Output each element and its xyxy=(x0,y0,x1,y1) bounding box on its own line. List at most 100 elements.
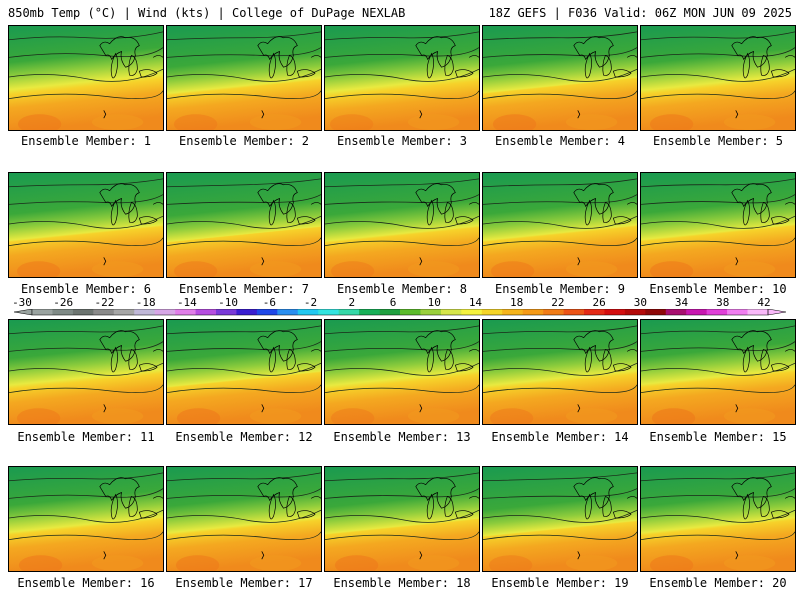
colorbar-swatch xyxy=(461,309,483,315)
colorbar-swatch xyxy=(113,309,135,315)
colorbar-tick-labels: -30 -26 -22 -18 -14 -10 -6 -2 2 6 10 14 18 22 26 30 34 38… xyxy=(0,296,800,310)
colorbar-swatch xyxy=(379,309,401,315)
ensemble-map-panel xyxy=(482,172,638,278)
colorbar-tick-label: 14 xyxy=(468,296,483,309)
ensemble-member-label: Ensemble Member: 18 xyxy=(333,576,471,590)
colorbar-tick-label: -6 xyxy=(262,296,276,309)
ensemble-member-label: Ensemble Member: 16 xyxy=(17,576,155,590)
colorbar-swatch xyxy=(52,309,74,315)
colorbar-swatch xyxy=(420,309,442,315)
colorbar-tick-label: 10 xyxy=(427,296,441,309)
colorbar-swatch xyxy=(563,309,585,315)
colorbar-swatch xyxy=(686,309,707,315)
colorbar-swatch xyxy=(277,309,299,315)
ensemble-map-panel xyxy=(8,319,164,425)
colorbar-tick-label: 34 xyxy=(674,296,689,309)
ensemble-map-panel xyxy=(166,25,322,131)
colorbar-tick-label: -14 xyxy=(176,296,197,309)
colorbar-swatch xyxy=(175,309,196,315)
colorbar-swatch xyxy=(359,309,380,315)
colorbar-tick-label: 2 xyxy=(348,296,356,309)
ensemble-member-label: Ensemble Member: 17 xyxy=(175,576,313,590)
ensemble-map-panel xyxy=(482,466,638,572)
colorbar-tick-label: -10 xyxy=(218,296,239,309)
colorbar-swatch xyxy=(747,309,769,315)
colorbar-tick-label: -2 xyxy=(303,296,318,309)
ensemble-map-panel xyxy=(640,25,796,131)
colorbar-swatch xyxy=(604,309,626,315)
colorbar-swatch xyxy=(32,309,53,315)
temperature-colorbar xyxy=(14,309,786,316)
colorbar-swatch xyxy=(481,309,503,315)
colorbar-swatch xyxy=(154,309,176,315)
colorbar-swatch xyxy=(216,309,237,315)
valid-time: 18Z GEFS | F036 Valid: 06Z MON JUN 09 20… xyxy=(488,6,792,20)
ensemble-member-label: Ensemble Member: 20 xyxy=(649,576,787,590)
ensemble-map-panel xyxy=(8,172,164,278)
colorbar-tick-label: 38 xyxy=(716,296,730,309)
ensemble-member-label: Ensemble Member: 2 xyxy=(178,134,310,148)
colorbar-swatch xyxy=(522,309,544,315)
ensemble-member-label: Ensemble Member: 1 xyxy=(20,134,152,148)
colorbar-swatch xyxy=(195,309,217,315)
ensemble-member-label: Ensemble Member: 4 xyxy=(494,134,626,148)
ensemble-member-label: Ensemble Member: 7 xyxy=(178,282,310,296)
colorbar-swatch xyxy=(543,309,564,315)
colorbar-swatch xyxy=(727,309,748,315)
colorbar-tick-label: 30 xyxy=(633,296,647,309)
ensemble-map-panel xyxy=(166,466,322,572)
ensemble-member-label: Ensemble Member: 11 xyxy=(17,430,155,444)
ensemble-map-panel xyxy=(324,25,480,131)
ensemble-map-panel xyxy=(166,172,322,278)
ensemble-member-label: Ensemble Member: 19 xyxy=(491,576,629,590)
colorbar-tick-label: -18 xyxy=(135,296,156,309)
ensemble-member-label: Ensemble Member: 5 xyxy=(652,134,784,148)
ensemble-map-panel xyxy=(482,25,638,131)
ensemble-member-label: Ensemble Member: 10 xyxy=(649,282,787,296)
ensemble-map-panel xyxy=(324,466,480,572)
colorbar-tick-label: -30 xyxy=(12,296,32,309)
colorbar-swatch xyxy=(440,309,462,315)
colorbar-swatch xyxy=(318,309,339,315)
ensemble-map-panel xyxy=(8,25,164,131)
colorbar-tick-label: 18 xyxy=(510,296,524,309)
ensemble-map-panel xyxy=(640,319,796,425)
colorbar-swatch xyxy=(400,309,421,315)
colorbar-swatch xyxy=(665,309,687,315)
ensemble-member-label: Ensemble Member: 12 xyxy=(175,430,313,444)
colorbar-swatch xyxy=(502,309,523,315)
colorbar-tick-label: -26 xyxy=(53,296,74,309)
ensemble-map-panel xyxy=(640,172,796,278)
colorbar-swatch xyxy=(338,309,360,315)
ensemble-map-panel xyxy=(640,466,796,572)
colorbar-swatch xyxy=(624,309,646,315)
colorbar-tick-label: 26 xyxy=(592,296,606,309)
colorbar-swatch xyxy=(236,309,258,315)
ensemble-member-label: Ensemble Member: 15 xyxy=(649,430,787,444)
colorbar-swatch xyxy=(706,309,728,315)
colorbar-tick-label: 22 xyxy=(551,296,565,309)
colorbar-swatch xyxy=(256,309,278,315)
map-title: 850mb Temp (°C) | Wind (kts) | College o… xyxy=(8,6,406,20)
ensemble-member-label: Ensemble Member: 3 xyxy=(336,134,468,148)
colorbar-tick-label: -22 xyxy=(94,296,115,309)
ensemble-map-panel xyxy=(324,319,480,425)
ensemble-member-label: Ensemble Member: 8 xyxy=(336,282,468,296)
colorbar-swatch xyxy=(645,309,667,315)
ensemble-map-panel xyxy=(324,172,480,278)
colorbar-tick-label: 42 xyxy=(757,296,771,309)
colorbar-swatch xyxy=(134,309,155,315)
ensemble-member-label: Ensemble Member: 9 xyxy=(494,282,626,296)
colorbar-swatch xyxy=(93,309,115,315)
ensemble-member-label: Ensemble Member: 14 xyxy=(491,430,629,444)
ensemble-map-panel xyxy=(8,466,164,572)
ensemble-member-label: Ensemble Member: 6 xyxy=(20,282,152,296)
ensemble-member-label: Ensemble Member: 13 xyxy=(333,430,471,444)
colorbar-outline xyxy=(31,309,769,316)
ensemble-map-panel xyxy=(482,319,638,425)
ensemble-map-panel xyxy=(166,319,322,425)
colorbar-tick-label: 6 xyxy=(389,296,397,309)
colorbar-swatch xyxy=(584,309,605,315)
colorbar-swatch xyxy=(297,309,319,315)
colorbar-swatch xyxy=(72,309,94,315)
